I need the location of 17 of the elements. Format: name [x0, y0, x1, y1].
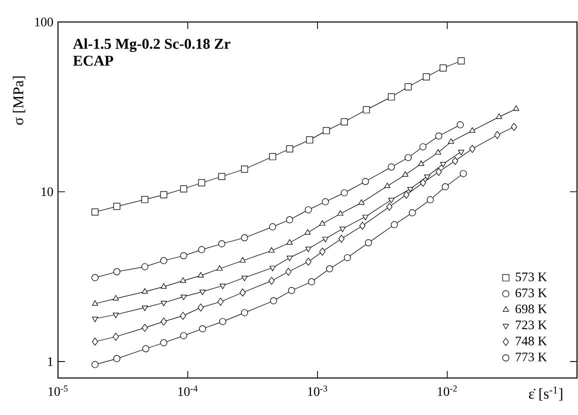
y-axis-title: σ [MPa]	[12, 76, 26, 125]
x-tick-label: 10$^{-4}$	[178, 386, 198, 396]
legend-label: 673 K	[516, 288, 547, 298]
x-tick-label: 10$^{-2}$	[438, 386, 457, 396]
legend-label: 773 K	[516, 352, 547, 362]
y-tick-label: 1	[48, 357, 53, 366]
legend-label: 573 K	[516, 272, 547, 282]
legend-label: 723 K	[516, 320, 547, 330]
y-tick-label: 100	[35, 18, 53, 26]
text: Al-1.5 Mg-0.2 Sc-0.18 Zr	[73, 38, 230, 52]
x-tick-label: 10$^{-5}$	[48, 386, 68, 396]
legend-label: 748 K	[516, 336, 547, 346]
y-tick-label: 10	[42, 187, 53, 196]
x-axis-title: ε̇ [s$^{-1}$]	[528, 386, 562, 401]
legend-label: 698 K	[516, 304, 547, 314]
x-tick-label: 10$^{-3}$	[308, 386, 328, 396]
text: ECAP	[73, 56, 114, 66]
